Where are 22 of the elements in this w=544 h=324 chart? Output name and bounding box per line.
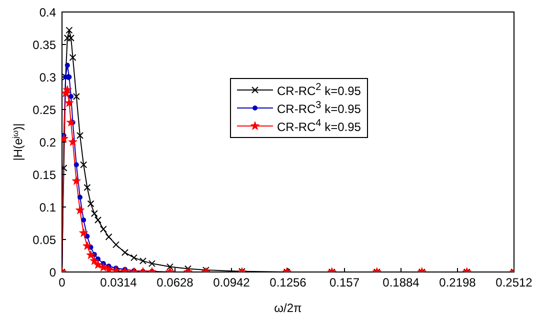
legend-label: CR-RC$^{4}$ k=0.95 xyxy=(277,118,361,134)
legend-label: CR-RC$^{3}$ k=0.95 xyxy=(277,100,361,116)
x-tick-label: 0.1256 xyxy=(270,276,307,290)
x-axis-title: ω/2π xyxy=(274,301,302,315)
legend-label: CR-RC$^{2}$ k=0.95 xyxy=(277,82,361,98)
y-tick-label: 0.2 xyxy=(39,135,56,150)
y-tick-label: 0.35 xyxy=(32,38,56,52)
y-tick-label: 0.25 xyxy=(32,102,56,117)
x-tick-label: 0.0314 xyxy=(100,276,138,290)
x-tick-label: 0.157 xyxy=(329,276,360,290)
y-tick-label: 0.05 xyxy=(32,232,56,247)
x-tick-label: 0 xyxy=(58,276,66,290)
x-tick-label: 0.1884 xyxy=(382,276,420,290)
y-tick-label: 0.3 xyxy=(39,70,56,84)
x-tick-label: 0.2512 xyxy=(496,276,533,290)
y-tick-label: 0.1 xyxy=(39,200,56,214)
x-tick-label: 0.2198 xyxy=(439,276,476,290)
y-tick-label: 0.15 xyxy=(32,168,56,182)
y-tick-label: 0.4 xyxy=(39,5,56,20)
x-tick-label: 0.0628 xyxy=(156,276,194,290)
x-tick-label: 0.0942 xyxy=(213,276,250,290)
y-tick-label: 0 xyxy=(49,265,56,280)
